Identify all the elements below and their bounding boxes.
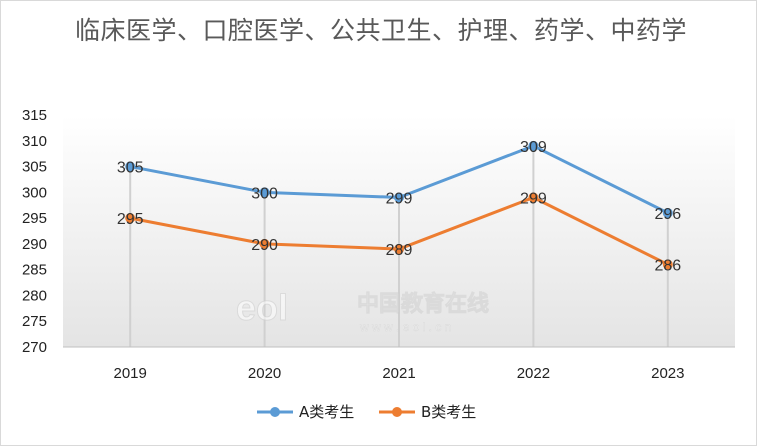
data-point [662,207,673,218]
y-tick-label: 300 [22,184,47,201]
data-point [259,238,270,249]
data-label: 290 [251,237,278,254]
legend-label: A类考生 [299,403,354,421]
y-tick-label: 310 [22,133,47,150]
legend-swatch-marker [270,407,280,417]
data-point [394,244,404,255]
legend-label: B类考生 [421,403,476,421]
data-label: 305 [117,160,144,177]
data-label: 299 [520,190,547,207]
y-tick-label: 305 [22,159,47,176]
data-labels: 305 300 299 309 296 295 290 289 299 286 [117,139,681,275]
y-axis-ticks: 270 275 280 285 290 295 300 305 310 315 [22,107,47,356]
y-tick-label: 275 [22,313,47,330]
y-tick-label: 285 [22,262,47,279]
watermark-text: 中国教育在线 [357,291,489,317]
chart-title: 临床医学、口腔医学、公共卫生、护理、药学、中药学 [74,16,687,45]
watermark-subtext: w w w . e o l . c n [359,320,451,334]
y-tick-label: 280 [22,287,47,304]
data-label: 286 [654,258,681,275]
data-point [259,187,270,198]
data-point [528,192,539,203]
data-label: 309 [520,139,547,156]
x-axis-ticks: 2019 2020 2021 2022 2023 [114,365,685,382]
legend: A类考生 B类考生 [257,403,476,421]
x-tick-label: 2023 [651,365,684,382]
data-label: 299 [386,190,413,207]
data-label: 295 [117,211,144,228]
watermark: eol 中国教育在线 w w w . e o l . c n [236,287,490,335]
y-tick-label: 315 [22,107,47,124]
x-tick-label: 2019 [114,365,147,382]
y-tick-label: 270 [22,339,47,356]
series-group [125,140,673,270]
data-label: 296 [654,206,681,223]
watermark-logo: eol [236,287,288,328]
data-point [662,259,673,270]
legend-swatch-marker [392,407,402,417]
data-point [528,140,539,151]
data-point [125,213,136,224]
x-tick-label: 2020 [248,365,281,382]
y-tick-label: 290 [22,236,47,253]
drop-lines [129,145,669,347]
data-point [125,161,136,172]
x-tick-label: 2021 [382,365,415,382]
y-tick-label: 295 [22,210,47,227]
data-point [394,192,404,203]
data-label: 300 [251,185,278,202]
data-label: 289 [386,242,413,259]
x-tick-label: 2022 [517,365,550,382]
